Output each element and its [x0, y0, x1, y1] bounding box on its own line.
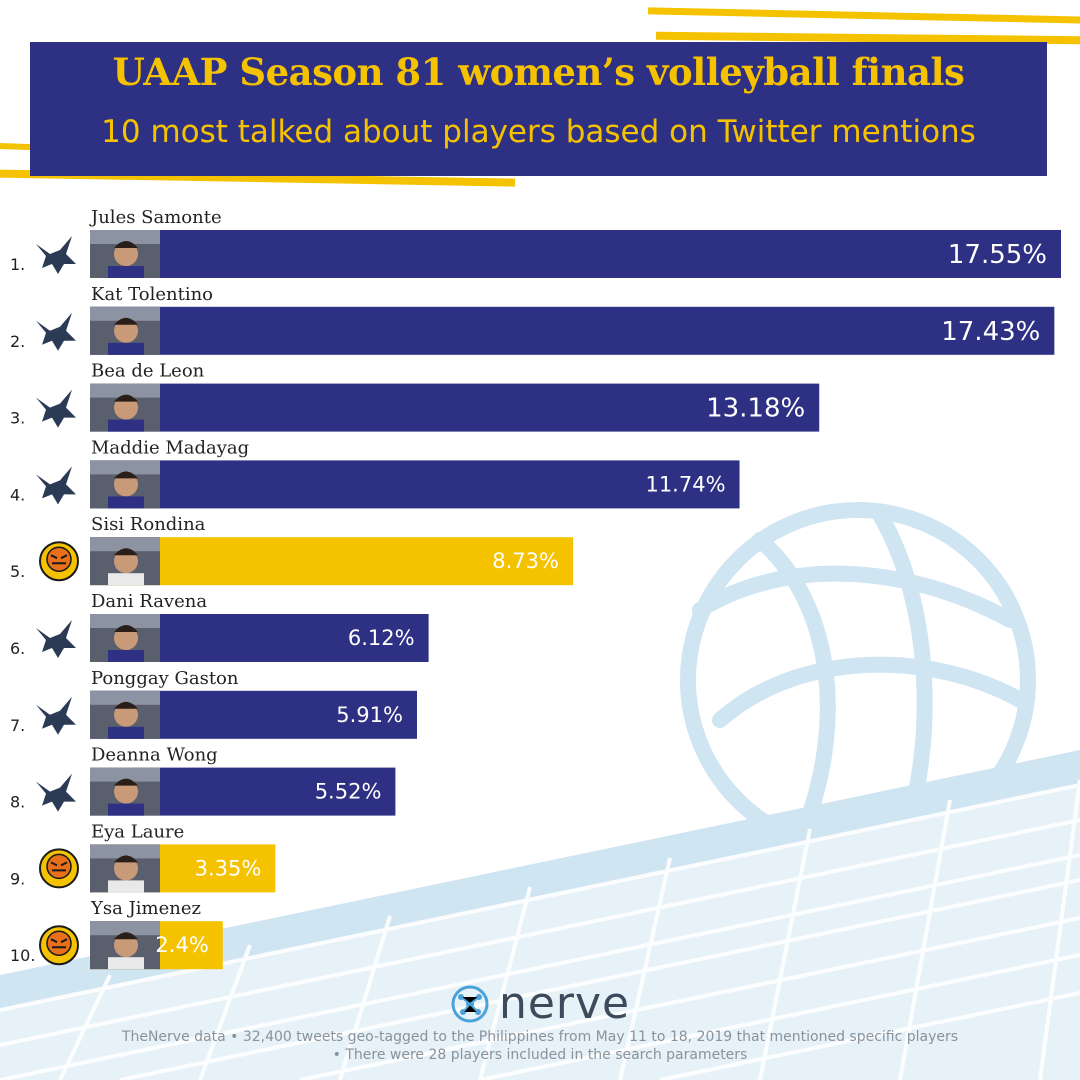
rank-label: 10. — [10, 946, 35, 965]
player-photo — [90, 767, 160, 816]
rank-label: 8. — [10, 793, 25, 812]
player-name: Maddie Madayag — [91, 437, 249, 458]
player-photo — [90, 306, 160, 355]
player-name: Dani Ravena — [91, 591, 207, 612]
eagle-logo-icon — [36, 466, 76, 505]
value-label: 11.74% — [645, 472, 725, 496]
rank-label: 6. — [10, 639, 25, 658]
player-photo — [90, 537, 160, 586]
rank-label: 4. — [10, 485, 25, 504]
tiger-logo-icon — [39, 541, 79, 582]
bar-row: 8. Deanna Wong 5.52% — [10, 745, 396, 816]
value-label: 5.52% — [315, 780, 382, 804]
value-label: 8.73% — [492, 549, 559, 573]
nerve-logo-icon — [451, 985, 489, 1022]
player-photo — [90, 614, 160, 662]
player-photo — [90, 844, 160, 893]
brand-name: nerve — [498, 978, 631, 1029]
player-name: Eya Laure — [91, 821, 184, 842]
bar-row: 7. Ponggay Gaston 5.91% — [10, 668, 417, 739]
bar-row: 4. Maddie Madayag 11.74% — [10, 437, 740, 509]
rank-label: 1. — [10, 255, 25, 274]
value-label: 13.18% — [706, 394, 805, 424]
rank-label: 3. — [10, 409, 25, 428]
tiger-logo-icon — [39, 925, 79, 966]
bar-row: 1. Jules Samonte 17.55% — [10, 207, 1061, 278]
value-label: 6.12% — [348, 626, 415, 650]
player-photo — [90, 230, 160, 278]
player-photo — [90, 921, 160, 970]
bar-row: 9. Eya Laure 3.35% — [10, 821, 276, 893]
eagle-logo-icon — [36, 620, 76, 658]
header-banner: UAAP Season 81 women’s volleyball finals… — [30, 42, 1047, 176]
player-photo — [90, 383, 160, 432]
player-photo — [90, 690, 160, 739]
bar — [90, 383, 820, 432]
eagle-logo-icon — [36, 696, 76, 735]
bar-row: 5. Sisi Rondina 8.73% — [10, 514, 574, 586]
net-mesh — [0, 779, 1080, 1080]
player-name: Ysa Jimenez — [90, 898, 201, 919]
player-name: Bea de Leon — [91, 361, 205, 382]
value-label: 17.43% — [941, 317, 1040, 347]
footnote-scope: • There were 28 players included in the … — [332, 1047, 748, 1063]
bar-row: 3. Bea de Leon 13.18% — [10, 361, 820, 432]
player-photo — [90, 460, 160, 509]
value-label: 17.55% — [948, 240, 1047, 270]
value-label: 2.4% — [155, 933, 208, 957]
player-name: Kat Tolentino — [91, 284, 213, 305]
bar — [90, 537, 574, 586]
rank-label: 5. — [10, 562, 25, 581]
bar-row: 6. Dani Ravena 6.12% — [10, 591, 429, 662]
footnote-source: TheNerve data • 32,400 tweets geo-tagged… — [121, 1029, 959, 1045]
eagle-logo-icon — [36, 312, 76, 351]
player-name: Ponggay Gaston — [91, 668, 239, 689]
value-label: 3.35% — [195, 856, 262, 880]
bar — [90, 460, 740, 509]
player-name: Sisi Rondina — [91, 514, 206, 535]
net-top-band — [0, 750, 1080, 1010]
rank-label: 2. — [10, 332, 25, 351]
player-name: Deanna Wong — [91, 745, 218, 766]
tiger-logo-icon — [39, 848, 79, 889]
player-name: Jules Samonte — [89, 207, 222, 228]
page-subtitle: 10 most talked about players based on Tw… — [101, 114, 976, 150]
eagle-logo-icon — [36, 389, 76, 428]
rank-label: 9. — [10, 869, 25, 888]
bar — [90, 306, 1055, 355]
bar-row: 10. Ysa Jimenez 2.4% — [10, 898, 223, 970]
eagle-logo-icon — [36, 236, 76, 274]
bar — [90, 230, 1061, 278]
eagle-logo-icon — [36, 773, 76, 812]
bar-row: 2. Kat Tolentino 17.43% — [10, 284, 1055, 355]
brand-logo: nerve — [0, 978, 1080, 1029]
page-title: UAAP Season 81 women’s volleyball finals — [112, 50, 965, 94]
value-label: 5.91% — [336, 703, 403, 727]
rank-label: 7. — [10, 716, 25, 735]
